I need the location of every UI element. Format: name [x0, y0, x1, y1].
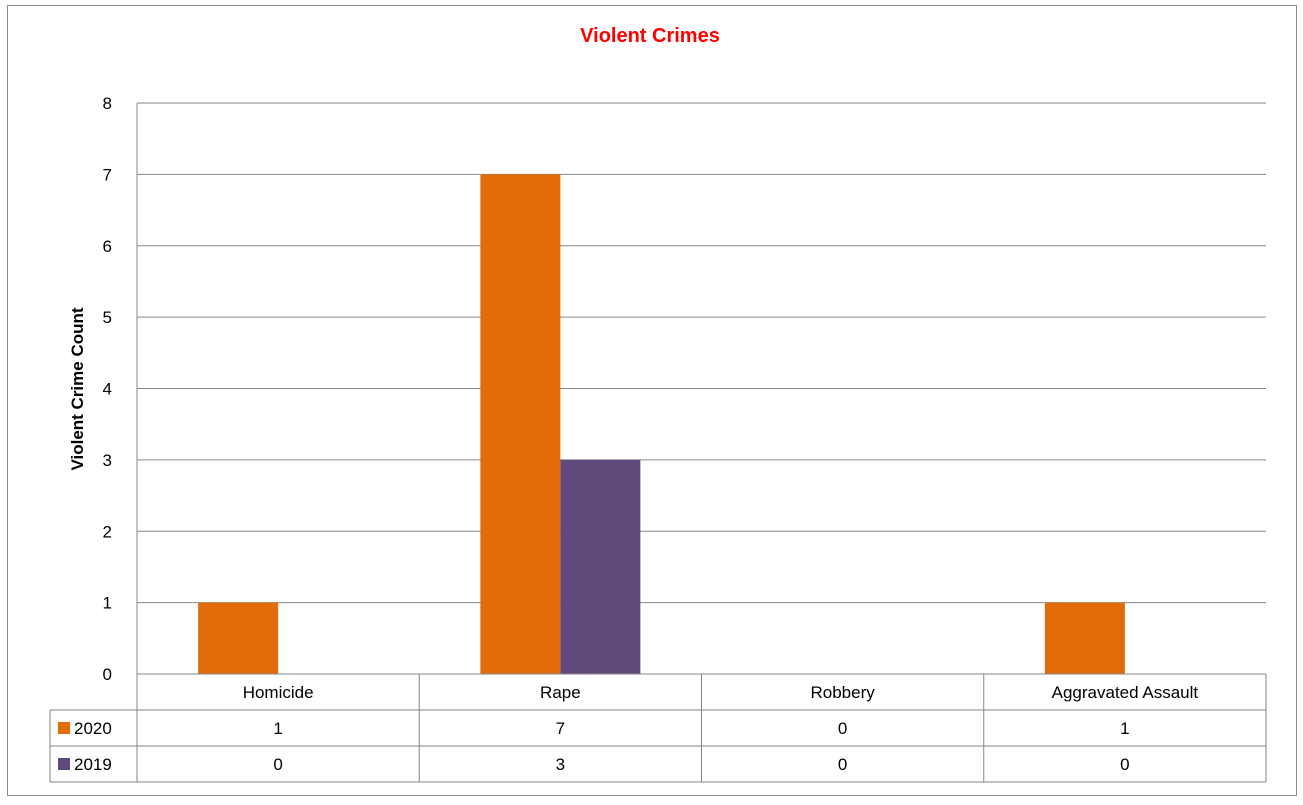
category-label: Homicide [243, 683, 314, 702]
bar-2019-rape [560, 459, 641, 674]
data-table-value: 7 [556, 719, 565, 738]
bar-2020-aggravated-assault [1044, 602, 1125, 674]
y-tick-label: 4 [103, 380, 112, 399]
y-axis-ticks: 0 1 2 3 4 5 6 7 8 [103, 94, 112, 684]
y-tick-label: 1 [103, 594, 112, 613]
data-table-value: 0 [838, 719, 847, 738]
chart-border [7, 5, 1297, 796]
bar-2020-rape [480, 174, 561, 674]
category-label: Robbery [810, 683, 875, 702]
data-table: Homicide Rape Robbery Aggravated Assault 202… [49, 673, 1267, 783]
y-tick-label: 8 [103, 94, 112, 113]
y-tick-label: 5 [103, 308, 112, 327]
bars [198, 174, 1125, 674]
legend-key-2019 [58, 758, 70, 770]
data-table-value: 1 [273, 719, 282, 738]
y-tick-label: 7 [103, 165, 112, 184]
legend-label: 2019 [74, 755, 112, 774]
gridlines [136, 102, 1266, 674]
legend-label: 2020 [74, 719, 112, 738]
category-label: Rape [540, 683, 581, 702]
y-tick-label: 2 [103, 522, 112, 541]
data-table-value: 1 [1120, 719, 1129, 738]
data-table-value: 0 [838, 755, 847, 774]
y-tick-label: 0 [103, 665, 112, 684]
legend-key-2020 [58, 722, 70, 734]
y-tick-label: 3 [103, 451, 112, 470]
bar-2020-homicide [198, 602, 279, 674]
data-table-value: 0 [273, 755, 282, 774]
category-label: Aggravated Assault [1052, 683, 1199, 702]
chart-title: Violent Crimes [580, 25, 720, 47]
y-axis-label: Violent Crime Count [68, 307, 87, 470]
data-table-value: 3 [556, 755, 565, 774]
data-table-value: 0 [1120, 755, 1129, 774]
y-tick-label: 6 [103, 237, 112, 256]
